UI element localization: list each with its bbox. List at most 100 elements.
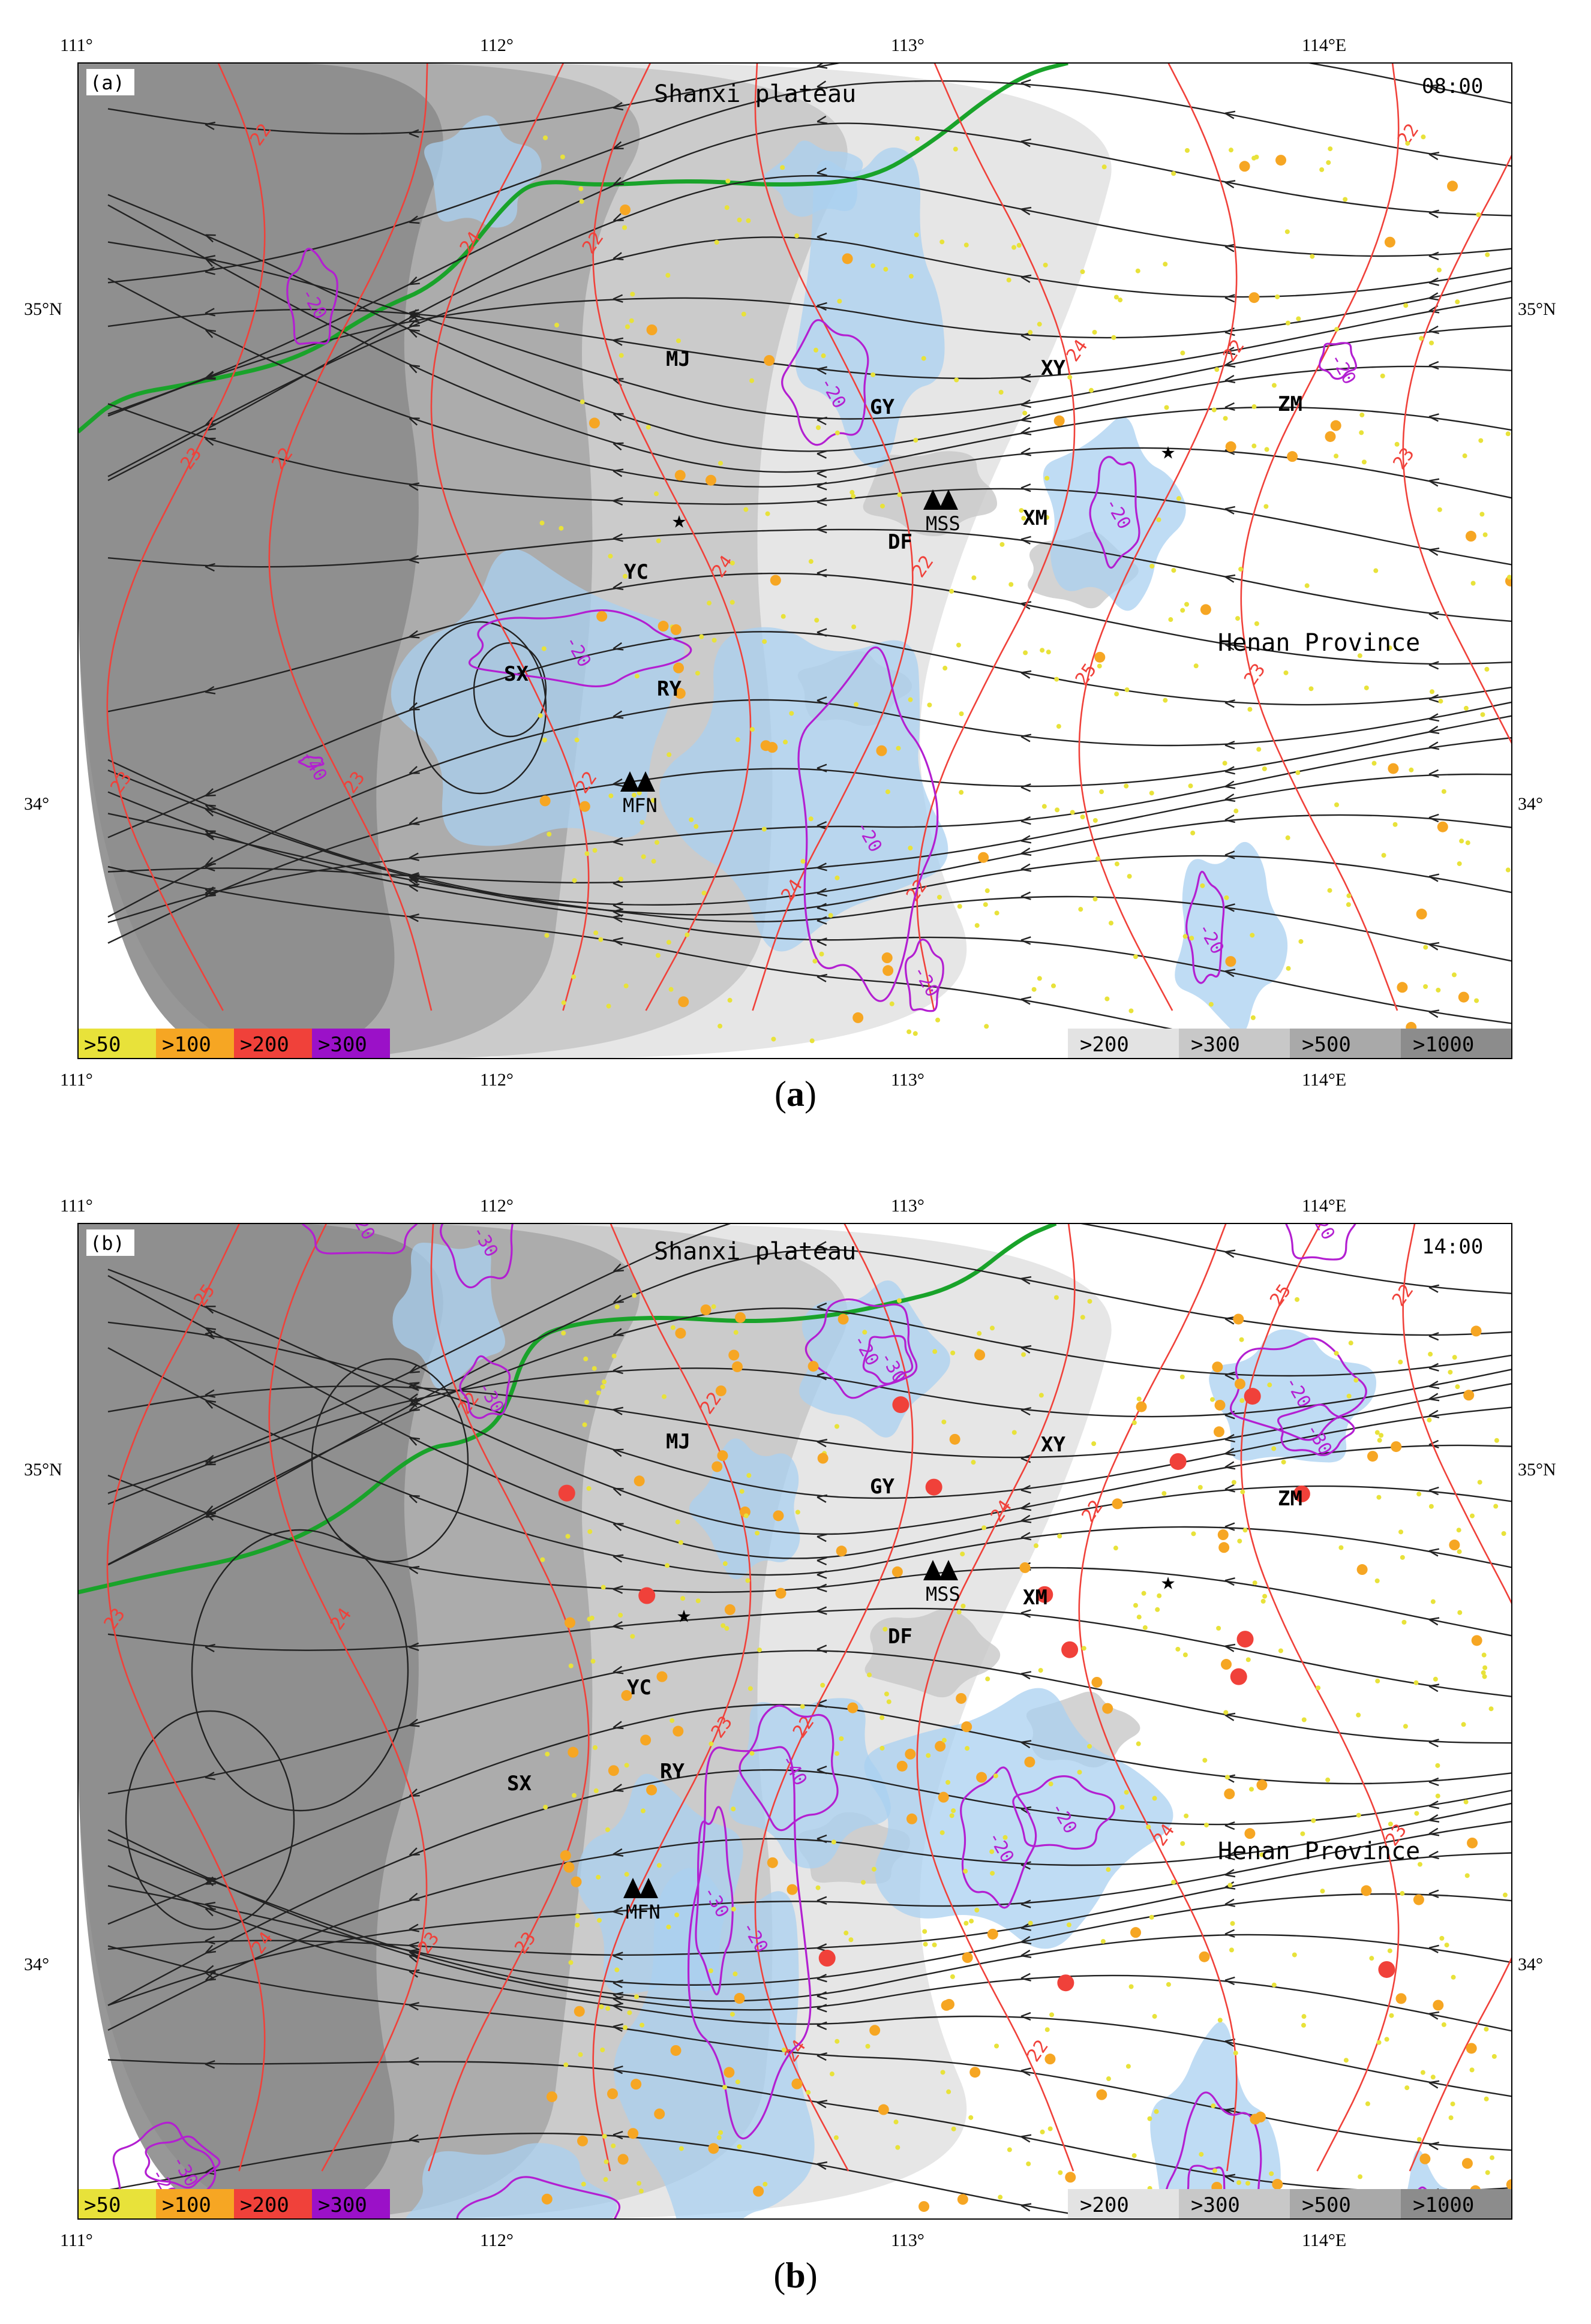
panel-b-precip-dot: [926, 1753, 931, 1758]
panel-a-precip-dot: [770, 575, 781, 586]
panel-b-streamline-arrow: [1428, 1486, 1439, 1496]
panel-b-precip-dot: [1242, 1528, 1248, 1533]
panel-a-streamline-arrow: [613, 533, 623, 542]
panel-b-precip-dot: [1471, 1635, 1482, 1646]
panel-a-precip-legend-swatch: [234, 1029, 312, 1059]
panel-b-precip-dot: [1281, 1459, 1286, 1465]
panel-b-precip-dot: [1378, 1961, 1395, 1978]
panel-a-streamline-arrow: [613, 177, 624, 186]
panel-b-precip-dot: [1227, 1883, 1233, 1888]
panel-a-precip-dot: [1233, 808, 1239, 814]
panel-b-precip-dot: [961, 1721, 972, 1733]
panel-a-precip-dot: [1479, 512, 1485, 517]
panel-a-streamline-arrow: [1224, 574, 1236, 583]
panel-b-streamline-arrow: [205, 1400, 217, 1409]
panel-b-precip-dot: [607, 2088, 618, 2100]
panel-a-streamline-arrow: [1428, 726, 1440, 734]
panel-b-precip-dot: [1361, 1885, 1372, 1896]
panel-b-precip-dot: [746, 1473, 752, 1478]
panel-a-station-yc: YC: [624, 560, 649, 584]
panel-b-precip-dot: [560, 1850, 571, 1862]
panel-b-precip-dot: [882, 1627, 888, 1632]
panel-b-precip-dot: [1157, 1593, 1162, 1598]
panel-a-precip-dot: [1248, 292, 1260, 303]
panel-a-precip-dot: [741, 311, 746, 317]
panel-b-streamline-arrow: [205, 1513, 216, 1521]
panel-a-streamline-arrow: [613, 141, 624, 149]
panel-b-streamline-arrow: [613, 2130, 623, 2140]
panel-a-streamline: [107, 572, 1512, 712]
panel-b-streamline-arrow: [205, 1772, 216, 1781]
panel-a-lat-tick-left: 35°N: [24, 299, 62, 319]
panel-b-streamline-arrow: [816, 1834, 827, 1844]
panel-a-precip-dot: [852, 1012, 864, 1023]
panel-b-precip-dot: [763, 2181, 768, 2187]
panel-a-streamline-arrow: [613, 252, 624, 260]
panel-a-precip-dot: [730, 600, 735, 605]
panel-b-precip-dot: [976, 1772, 987, 1783]
panel-a-precip-dot: [622, 225, 628, 230]
panel-b-precip-dot: [593, 1788, 599, 1793]
panel-b-precip-dot: [1236, 2180, 1242, 2185]
panel-a-precip-dot: [1263, 504, 1269, 509]
panel-a-terrain-legend-label: >500: [1302, 1033, 1351, 1057]
panel-b-precip-dot: [848, 1937, 854, 1943]
panel-a-precip-dot: [539, 795, 551, 807]
panel-a-precip-dot: [1223, 416, 1228, 421]
panel-a-precip-dot: [667, 752, 672, 757]
panel-b-precip-dot: [1401, 1619, 1407, 1625]
panel-a-precip-dot: [1016, 242, 1022, 248]
panel-a-precip-dot: [1108, 921, 1113, 926]
panel-a-terrain-legend-swatch: [1068, 1029, 1179, 1059]
panel-a-streamline-arrow: [613, 442, 624, 451]
panel-a-precip-dot: [541, 646, 547, 651]
panel-b-streamline-arrow: [205, 1877, 216, 1886]
panel-b-blue-shade: [1150, 2022, 1281, 2219]
panel-a-streamline-arrow: [1020, 414, 1032, 423]
panel-b-precip-dot: [1217, 1529, 1229, 1541]
panel-a-streamline-arrow: [613, 937, 623, 946]
panel-b-precip-dot: [1301, 2014, 1307, 2019]
panel-b-precip-dot: [862, 1330, 867, 1335]
panel-b-precip-dot: [951, 1808, 956, 1814]
panel-b-precip-dot: [1435, 1763, 1440, 1768]
panel-a-precip-dot: [1463, 705, 1469, 711]
panel-a-precip-dot: [789, 711, 794, 716]
panel-a-precip-dot: [1384, 236, 1395, 248]
panel-b-precip-dot: [1112, 1498, 1123, 1510]
panel-b-precip-dot: [963, 1920, 969, 1926]
panel-b-precip-dot: [1066, 1922, 1071, 1928]
panel-b-precip-dot: [680, 1596, 686, 1601]
panel-b-precip-dot: [829, 2072, 834, 2077]
panel-b-streamline-arrow: [1020, 1345, 1032, 1354]
panel-b-precip-dot: [1419, 2153, 1431, 2164]
panel-b-streamline-arrow: [409, 1399, 420, 1408]
panel-b-streamline-arrow: [816, 1606, 827, 1615]
panel-a-precip-dot: [1285, 320, 1290, 326]
panel-a-precip-dot: [1101, 164, 1107, 170]
panel-b-precip-dot: [950, 1350, 956, 1355]
panel-b-precip-dot: [1506, 2179, 1512, 2190]
panel-a-streamline-arrow: [205, 234, 216, 243]
panel-b-streamline-arrow: [613, 1952, 623, 1961]
panel-b-streamline-arrow: [205, 1643, 215, 1652]
panel-a-precip-dot: [851, 494, 856, 499]
panel-b-lat-tick-left: 35°N: [24, 1460, 62, 1480]
panel-b-precip-dot: [1457, 1549, 1462, 1555]
panel-b-precip-dot: [583, 1356, 589, 1361]
panel-b-streamline-arrow: [1428, 1827, 1440, 1836]
panel-a-streamline-arrow: [1428, 547, 1440, 556]
panel-a-streamline-arrow: [409, 312, 420, 321]
panel-b-lon-tick-bottom: 114°E: [1302, 2230, 1346, 2250]
panel-b-precip-dot: [1131, 2153, 1137, 2158]
panel-b-precip-dot: [962, 1952, 973, 1964]
panel-a-precip-dot: [1078, 907, 1083, 912]
panel-b-streamline-arrow: [613, 1996, 624, 2005]
panel-a-precip-dot: [539, 521, 545, 526]
panel-b-precip-dot: [773, 1510, 784, 1522]
panel-a-streamline-arrow: [613, 901, 623, 910]
panel-b-precip-dot: [745, 1578, 751, 1583]
panel-a-station-sx: SX: [504, 662, 529, 686]
panel-a-precip-dot: [689, 817, 694, 822]
panel-a-precip-dot: [885, 789, 890, 795]
